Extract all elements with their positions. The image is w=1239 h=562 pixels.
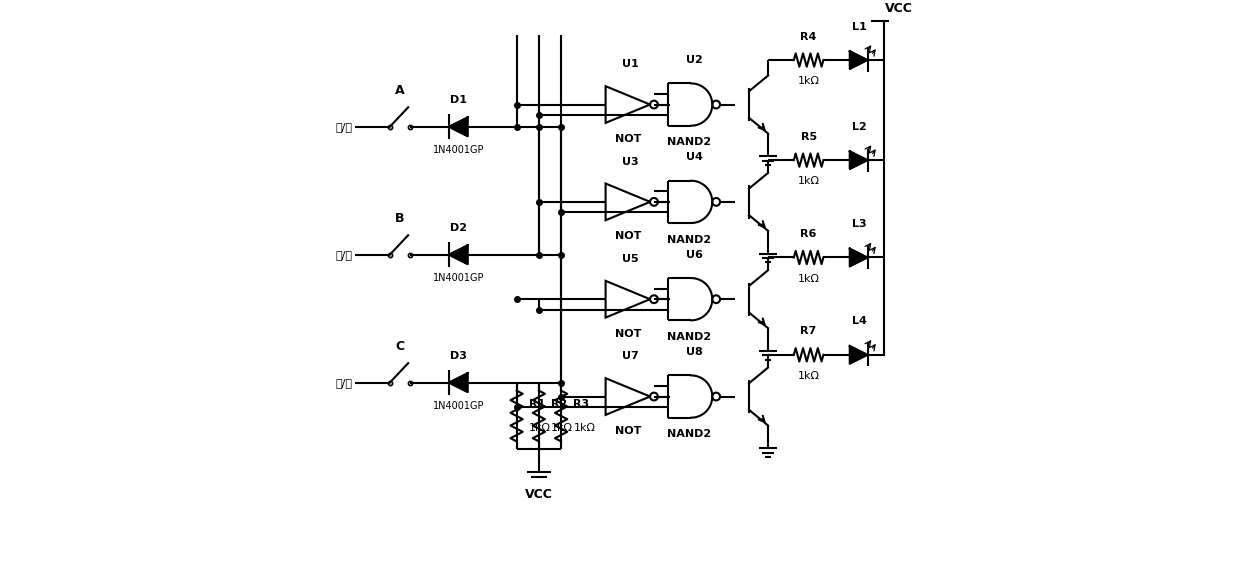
Text: U7: U7 <box>622 351 639 361</box>
Text: 1kΩ: 1kΩ <box>574 423 595 433</box>
Text: L1: L1 <box>852 22 867 31</box>
Text: 1N4001GP: 1N4001GP <box>432 401 484 411</box>
Polygon shape <box>449 373 467 392</box>
Text: R6: R6 <box>800 229 817 239</box>
Circle shape <box>712 393 720 401</box>
Polygon shape <box>850 346 867 364</box>
Text: 1kΩ: 1kΩ <box>798 76 820 86</box>
Text: 地/开: 地/开 <box>336 122 353 132</box>
Polygon shape <box>850 248 867 266</box>
Text: 1kΩ: 1kΩ <box>798 274 820 284</box>
Text: NOT: NOT <box>615 329 641 339</box>
Circle shape <box>650 295 658 303</box>
Text: C: C <box>395 340 404 353</box>
Text: U5: U5 <box>622 254 639 264</box>
Circle shape <box>650 198 658 206</box>
Text: 地/开: 地/开 <box>336 378 353 388</box>
Circle shape <box>650 101 658 108</box>
Text: D3: D3 <box>450 351 467 361</box>
Text: VCC: VCC <box>525 488 553 501</box>
Text: NAND2: NAND2 <box>667 332 711 342</box>
Polygon shape <box>449 117 467 136</box>
Text: NAND2: NAND2 <box>667 235 711 244</box>
Polygon shape <box>449 245 467 264</box>
Text: U3: U3 <box>622 157 639 167</box>
Circle shape <box>650 393 658 401</box>
Text: L4: L4 <box>852 316 867 327</box>
Text: 1kΩ: 1kΩ <box>798 176 820 186</box>
Text: A: A <box>395 84 405 97</box>
Text: NOT: NOT <box>615 426 641 436</box>
Text: L3: L3 <box>852 219 867 229</box>
Text: U4: U4 <box>686 152 703 162</box>
Circle shape <box>712 198 720 206</box>
Text: D1: D1 <box>450 95 467 105</box>
Polygon shape <box>850 151 867 169</box>
Circle shape <box>712 295 720 303</box>
Text: R5: R5 <box>800 132 817 142</box>
Text: U8: U8 <box>686 347 703 357</box>
Text: R3: R3 <box>574 399 590 409</box>
Text: 1kΩ: 1kΩ <box>551 423 574 433</box>
Text: U6: U6 <box>686 250 703 260</box>
Text: 地/开: 地/开 <box>336 250 353 260</box>
Text: U1: U1 <box>622 60 639 70</box>
Text: B: B <box>395 212 405 225</box>
Text: R2: R2 <box>551 399 567 409</box>
Text: VCC: VCC <box>885 2 913 15</box>
Circle shape <box>712 101 720 108</box>
Text: 1kΩ: 1kΩ <box>529 423 551 433</box>
Text: 1kΩ: 1kΩ <box>798 371 820 381</box>
Text: NOT: NOT <box>615 232 641 241</box>
Text: NAND2: NAND2 <box>667 429 711 439</box>
Text: L2: L2 <box>852 122 867 132</box>
Text: NAND2: NAND2 <box>667 137 711 147</box>
Text: D2: D2 <box>450 223 467 233</box>
Text: 1N4001GP: 1N4001GP <box>432 145 484 155</box>
Text: R7: R7 <box>800 327 817 337</box>
Text: NOT: NOT <box>615 134 641 144</box>
Text: 1N4001GP: 1N4001GP <box>432 273 484 283</box>
Text: R1: R1 <box>529 399 545 409</box>
Polygon shape <box>850 51 867 69</box>
Text: R4: R4 <box>800 31 817 42</box>
Text: U2: U2 <box>686 55 703 65</box>
